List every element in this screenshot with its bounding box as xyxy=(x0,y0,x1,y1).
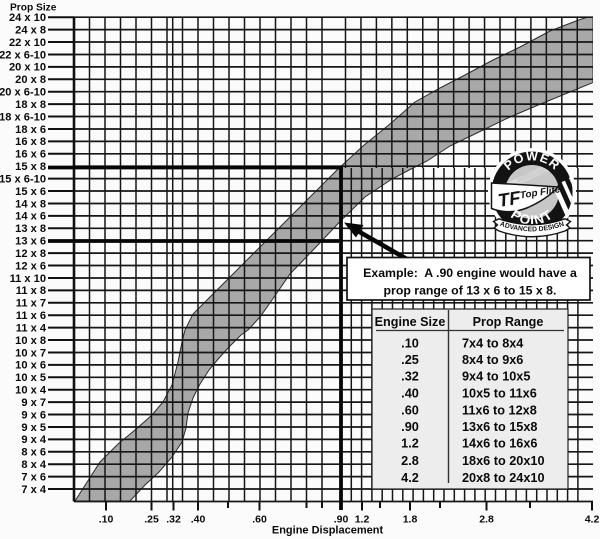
svg-text:18x6 to 20x10: 18x6 to 20x10 xyxy=(462,454,545,468)
svg-text:.10: .10 xyxy=(99,514,114,526)
svg-text:8x4 to 9x6: 8x4 to 9x6 xyxy=(462,353,523,367)
svg-text:Prop Size: Prop Size xyxy=(10,3,57,14)
svg-text:.10: .10 xyxy=(401,337,419,351)
svg-text:16 x 6: 16 x 6 xyxy=(15,149,46,161)
svg-text:TF: TF xyxy=(496,187,522,211)
svg-text:13 x 8: 13 x 8 xyxy=(15,223,46,235)
svg-text:15 x 6: 15 x 6 xyxy=(15,186,46,198)
svg-text:22 x 10: 22 x 10 xyxy=(9,37,46,49)
svg-text:4.2: 4.2 xyxy=(585,514,600,526)
svg-text:Engine Displacement: Engine Displacement xyxy=(272,525,384,537)
svg-text:.25: .25 xyxy=(144,514,159,526)
svg-text:14 x 6: 14 x 6 xyxy=(15,211,46,223)
svg-text:1.2: 1.2 xyxy=(355,514,370,526)
svg-text:Example: A .90 engine would h: Example: A .90 engine would have a xyxy=(363,266,577,280)
svg-text:8 x 4: 8 x 4 xyxy=(21,459,47,471)
svg-text:9 x 5: 9 x 5 xyxy=(21,422,46,434)
svg-text:10 x 4: 10 x 4 xyxy=(15,385,47,397)
svg-text:9 x 7: 9 x 7 xyxy=(21,397,46,409)
svg-text:11 x 4: 11 x 4 xyxy=(16,322,47,334)
svg-text:8 x 6: 8 x 6 xyxy=(21,447,46,459)
svg-text:10 x 5: 10 x 5 xyxy=(15,372,46,384)
svg-text:11x6 to 12x8: 11x6 to 12x8 xyxy=(462,404,537,418)
svg-text:Prop Range: Prop Range xyxy=(473,315,544,329)
svg-text:Engine Size: Engine Size xyxy=(375,315,446,329)
svg-text:15 x 6-10: 15 x 6-10 xyxy=(0,173,46,185)
svg-text:11 x 8: 11 x 8 xyxy=(16,285,46,297)
svg-text:2.8: 2.8 xyxy=(401,454,419,468)
svg-text:12 x 8: 12 x 8 xyxy=(15,248,46,260)
svg-text:10 x 8: 10 x 8 xyxy=(15,335,46,347)
svg-text:20 x 10: 20 x 10 xyxy=(9,62,46,74)
svg-text:18 x 6: 18 x 6 xyxy=(15,124,46,136)
svg-text:24 x 10: 24 x 10 xyxy=(9,12,46,24)
svg-text:.40: .40 xyxy=(191,514,206,526)
svg-text:20x8 to 24x10: 20x8 to 24x10 xyxy=(462,471,545,485)
svg-text:18 x 6-10: 18 x 6-10 xyxy=(0,111,46,123)
svg-text:13 x 6: 13 x 6 xyxy=(15,236,46,248)
svg-text:14 x 8: 14 x 8 xyxy=(15,198,46,210)
svg-text:.32: .32 xyxy=(401,370,419,384)
svg-text:20 x 8: 20 x 8 xyxy=(15,74,46,86)
svg-text:.90: .90 xyxy=(334,514,349,526)
svg-text:.40: .40 xyxy=(401,387,419,401)
svg-text:24 x 8: 24 x 8 xyxy=(15,24,46,36)
svg-text:9 x 6: 9 x 6 xyxy=(21,409,46,421)
svg-text:15 x 8: 15 x 8 xyxy=(15,161,46,173)
svg-text:18 x 8: 18 x 8 xyxy=(15,99,46,111)
svg-text:11 x 7: 11 x 7 xyxy=(16,298,46,310)
svg-text:11 x 10: 11 x 10 xyxy=(10,273,46,285)
svg-text:7x4 to 8x4: 7x4 to 8x4 xyxy=(462,337,523,351)
svg-text:10 x 7: 10 x 7 xyxy=(15,347,46,359)
svg-text:10 x 6: 10 x 6 xyxy=(15,360,46,372)
svg-text:11 x 6: 11 x 6 xyxy=(16,310,46,322)
svg-text:7 x 6: 7 x 6 xyxy=(21,471,46,483)
svg-text:2.8: 2.8 xyxy=(479,514,494,526)
svg-text:9x4 to 10x5: 9x4 to 10x5 xyxy=(462,370,530,384)
svg-text:20 x 6-10: 20 x 6-10 xyxy=(0,87,46,99)
svg-text:7 x 4: 7 x 4 xyxy=(21,484,47,496)
svg-text:22 x 6-10: 22 x 6-10 xyxy=(0,49,46,61)
svg-text:.60: .60 xyxy=(252,514,267,526)
svg-text:.25: .25 xyxy=(401,353,419,367)
svg-text:.60: .60 xyxy=(401,404,419,418)
svg-text:9 x 4: 9 x 4 xyxy=(21,434,47,446)
svg-text:prop range of 13 x 6 to 15 x 8: prop range of 13 x 6 to 15 x 8. xyxy=(384,284,557,298)
svg-text:10x5 to 11x6: 10x5 to 11x6 xyxy=(462,387,537,401)
svg-text:4.2: 4.2 xyxy=(401,471,419,485)
svg-text:16 x 8: 16 x 8 xyxy=(15,136,46,148)
svg-text:14x6 to 16x6: 14x6 to 16x6 xyxy=(462,436,537,450)
svg-text:1.2: 1.2 xyxy=(401,436,419,450)
svg-text:13x6 to 15x8: 13x6 to 15x8 xyxy=(462,420,537,434)
svg-text:.90: .90 xyxy=(401,420,419,434)
svg-text:12 x 6: 12 x 6 xyxy=(15,260,46,272)
svg-text:1.8: 1.8 xyxy=(403,514,418,526)
svg-text:.32: .32 xyxy=(166,514,181,526)
svg-text:POINT: POINT xyxy=(508,207,555,228)
